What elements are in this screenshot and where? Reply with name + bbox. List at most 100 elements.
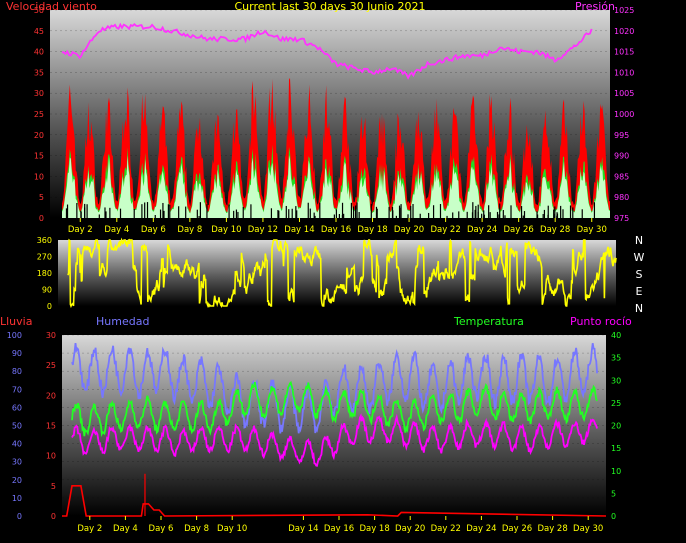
compass-label: W: [634, 251, 645, 264]
chart-title: Current last 30 days 30 Junio 2021: [234, 0, 425, 13]
dewpoint-series: [71, 413, 598, 467]
wind-speed-label: Velocidad viento: [6, 0, 97, 13]
humidity-y-tick-label: 10: [12, 494, 22, 503]
wind-x-tick-label: Day 26: [504, 225, 534, 235]
pressure-y-tick-label: 975: [614, 214, 629, 223]
wind-x-tick-label: Day 30: [577, 225, 607, 235]
wind-direction-series: [67, 237, 617, 309]
wind-y-tick-label: 25: [34, 110, 44, 119]
rain-y-tick-label: 25: [46, 361, 56, 370]
temp-x-tick-label: Day 4: [113, 524, 138, 534]
humidity-y-tick-label: 0: [17, 512, 22, 521]
dewpoint-label: Punto rocío: [570, 315, 632, 328]
temp-x-tick-label: Day 22: [431, 524, 461, 534]
wind-y-tick-label: 50: [34, 6, 44, 15]
wind-y-tick-label: 15: [34, 152, 44, 161]
wind-x-tick-label: Day 14: [284, 225, 314, 235]
wind-x-tick-label: Day 6: [141, 225, 166, 235]
temp-x-tick-label: Day 20: [395, 524, 425, 534]
compass-label: N: [635, 234, 643, 247]
temp-x-tick-label: Day 6: [149, 524, 174, 534]
temp-x-tick-label: Day 8: [184, 524, 209, 534]
humidity-y-tick-label: 50: [12, 422, 22, 431]
humidity-y-tick-label: 20: [12, 476, 22, 485]
humidity-y-tick-label: 60: [12, 403, 22, 412]
temperature-y-tick-label: 20: [611, 422, 621, 431]
temp-x-tick-label: Day 16: [324, 524, 354, 534]
wind-x-tick-label: Day 28: [540, 225, 570, 235]
wind-y-tick-label: 40: [34, 48, 44, 57]
rain-y-tick-label: 10: [46, 452, 56, 461]
wind-y-tick-label: 0: [39, 214, 44, 223]
humidity-label: Humedad: [96, 315, 149, 328]
direction-y-tick-label: 90: [42, 286, 52, 295]
pressure-y-tick-label: 1005: [614, 89, 634, 98]
wind-x-tick-label: Day 16: [321, 225, 351, 235]
wind-y-tick-label: 10: [34, 172, 44, 181]
wind-x-tick-label: Day 24: [467, 225, 497, 235]
wind-x-tick-label: Day 10: [211, 225, 241, 235]
rain-series: [62, 485, 607, 517]
temp-x-tick-label: Day 14: [288, 524, 318, 534]
wind-y-tick-label: 35: [34, 68, 44, 77]
pressure-y-tick-label: 1010: [614, 68, 634, 77]
temperature-y-tick-label: 25: [611, 399, 621, 408]
wind-y-tick-label: 20: [34, 131, 44, 140]
rain-y-tick-label: 5: [51, 482, 56, 491]
pressure-y-tick-label: 985: [614, 172, 629, 181]
humidity-series: [71, 342, 598, 434]
pressure-y-tick-label: 995: [614, 131, 629, 140]
temperature-y-tick-label: 10: [611, 467, 621, 476]
rain-y-tick-label: 15: [46, 422, 56, 431]
wind-x-tick-label: Day 4: [104, 225, 129, 235]
humidity-y-tick-label: 40: [12, 440, 22, 449]
direction-panel-background: [58, 240, 616, 306]
pressure-y-tick-label: 980: [614, 193, 629, 202]
pressure-y-tick-label: 1020: [614, 27, 634, 36]
rain-y-tick-label: 20: [46, 391, 56, 400]
humidity-y-tick-label: 100: [7, 331, 22, 340]
temp-x-tick-label: Day 18: [359, 524, 389, 534]
humidity-y-tick-label: 90: [12, 349, 22, 358]
wind-x-tick-label: Day 18: [357, 225, 387, 235]
rain-label: Lluvia: [0, 315, 32, 328]
temp-x-tick-label: Day 30: [573, 524, 603, 534]
temperature-y-tick-label: 35: [611, 354, 621, 363]
temperature-y-tick-label: 15: [611, 444, 621, 453]
temp-x-tick-label: Day 24: [466, 524, 496, 534]
temp-x-tick-label: Day 28: [537, 524, 567, 534]
direction-y-tick-label: 360: [37, 236, 52, 245]
humidity-y-tick-label: 30: [12, 458, 22, 467]
wind-x-tick-label: Day 8: [177, 225, 202, 235]
temperature-y-tick-label: 30: [611, 376, 621, 385]
pressure-y-tick-label: 1000: [614, 110, 634, 119]
wind-y-tick-label: 30: [34, 89, 44, 98]
direction-y-tick-label: 270: [37, 253, 52, 262]
rain-y-tick-label: 0: [51, 512, 56, 521]
humidity-y-tick-label: 70: [12, 385, 22, 394]
rain-y-tick-label: 30: [46, 331, 56, 340]
direction-y-tick-label: 180: [37, 269, 52, 278]
humidity-y-tick-label: 80: [12, 367, 22, 376]
wind-y-tick-label: 45: [34, 27, 44, 36]
temperature-series: [71, 380, 598, 438]
temp-x-tick-label: Day 2: [77, 524, 102, 534]
temperature-y-tick-label: 0: [611, 512, 616, 521]
pressure-label: Presión: [575, 0, 615, 13]
pressure-series: [62, 22, 593, 80]
temperature-y-tick-label: 40: [611, 331, 621, 340]
temperature-label: Temperatura: [453, 315, 524, 328]
compass-label: E: [636, 285, 643, 298]
wind-y-tick-label: 5: [39, 193, 44, 202]
pressure-y-tick-label: 1025: [614, 6, 634, 15]
pressure-y-tick-label: 1015: [614, 48, 634, 57]
direction-y-tick-label: 0: [47, 302, 52, 311]
compass-label: S: [636, 268, 643, 281]
wind-x-tick-label: Day 22: [430, 225, 460, 235]
temp-x-tick-label: Day 10: [217, 524, 247, 534]
wind-x-tick-label: Day 20: [394, 225, 424, 235]
compass-label: N: [635, 302, 643, 315]
wind-x-tick-label: Day 12: [248, 225, 278, 235]
wind-x-tick-label: Day 2: [68, 225, 93, 235]
